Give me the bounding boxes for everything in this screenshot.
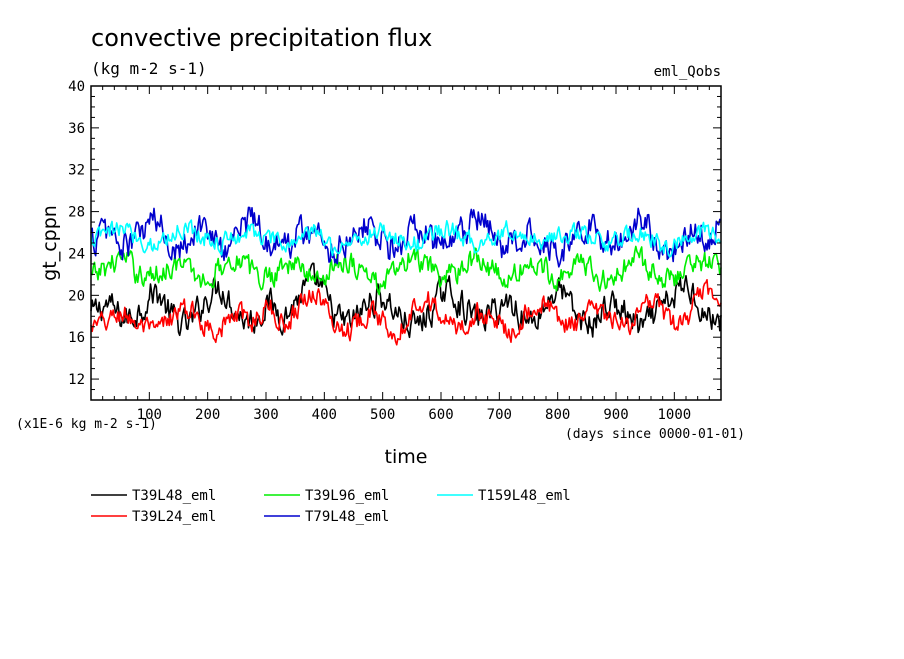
x-tick-label: 700	[487, 407, 512, 423]
plot-frame	[90, 85, 722, 401]
y-axis-unit: (x1E-6 kg m-2 s-1)	[16, 417, 157, 432]
y-tick-label: 16	[68, 330, 85, 346]
series-line-T39L48_eml	[90, 262, 722, 339]
tick-layer: 12 16 20 24 28 32 36 40 100 200 300 400 500 600 700 800…	[68, 79, 721, 423]
y-tick-label: 36	[68, 121, 85, 137]
x-tick-label: 100	[137, 407, 162, 423]
x-tick-label: 600	[428, 407, 453, 423]
chart-subtitle: (kg m-2 s-1)	[91, 59, 207, 78]
legend-label: T79L48_eml	[305, 509, 389, 525]
y-tick-label: 40	[68, 79, 85, 95]
y-tick-label: 32	[68, 163, 85, 179]
x-tick-label: 500	[370, 407, 395, 423]
x-tick-label: 200	[195, 407, 220, 423]
y-tick-label: 12	[68, 372, 85, 388]
legend-label: T39L24_eml	[132, 509, 216, 525]
x-tick-label: 1000	[657, 407, 691, 423]
x-axis-unit: (days since 0000-01-01)	[565, 427, 745, 442]
x-tick-label: 300	[253, 407, 278, 423]
chart-title: convective precipitation flux	[91, 24, 432, 52]
y-tick-label: 28	[68, 205, 85, 221]
legend: T39L48_eml T39L24_eml T39L96_eml T79L48_eml…	[91, 488, 571, 525]
y-tick-label: 20	[68, 288, 85, 304]
legend-label: T159L48_eml	[478, 488, 571, 504]
x-tick-label: 400	[312, 407, 337, 423]
x-tick-label: 800	[545, 407, 570, 423]
legend-label: T39L96_eml	[305, 488, 389, 504]
x-axis-label: time	[385, 446, 428, 468]
y-axis-label: gt_cppn	[39, 205, 61, 281]
series-line-T159L48_eml	[90, 219, 722, 258]
x-tick-label: 900	[603, 407, 628, 423]
series-line-T79L48_eml	[90, 206, 722, 268]
y-tick-label: 24	[68, 246, 85, 262]
series-line-T39L96_eml	[90, 245, 722, 296]
experiment-label: eml_Qobs	[654, 64, 721, 80]
legend-label: T39L48_eml	[132, 488, 216, 504]
series-layer	[90, 206, 722, 346]
series-line-T39L24_eml	[90, 278, 722, 346]
